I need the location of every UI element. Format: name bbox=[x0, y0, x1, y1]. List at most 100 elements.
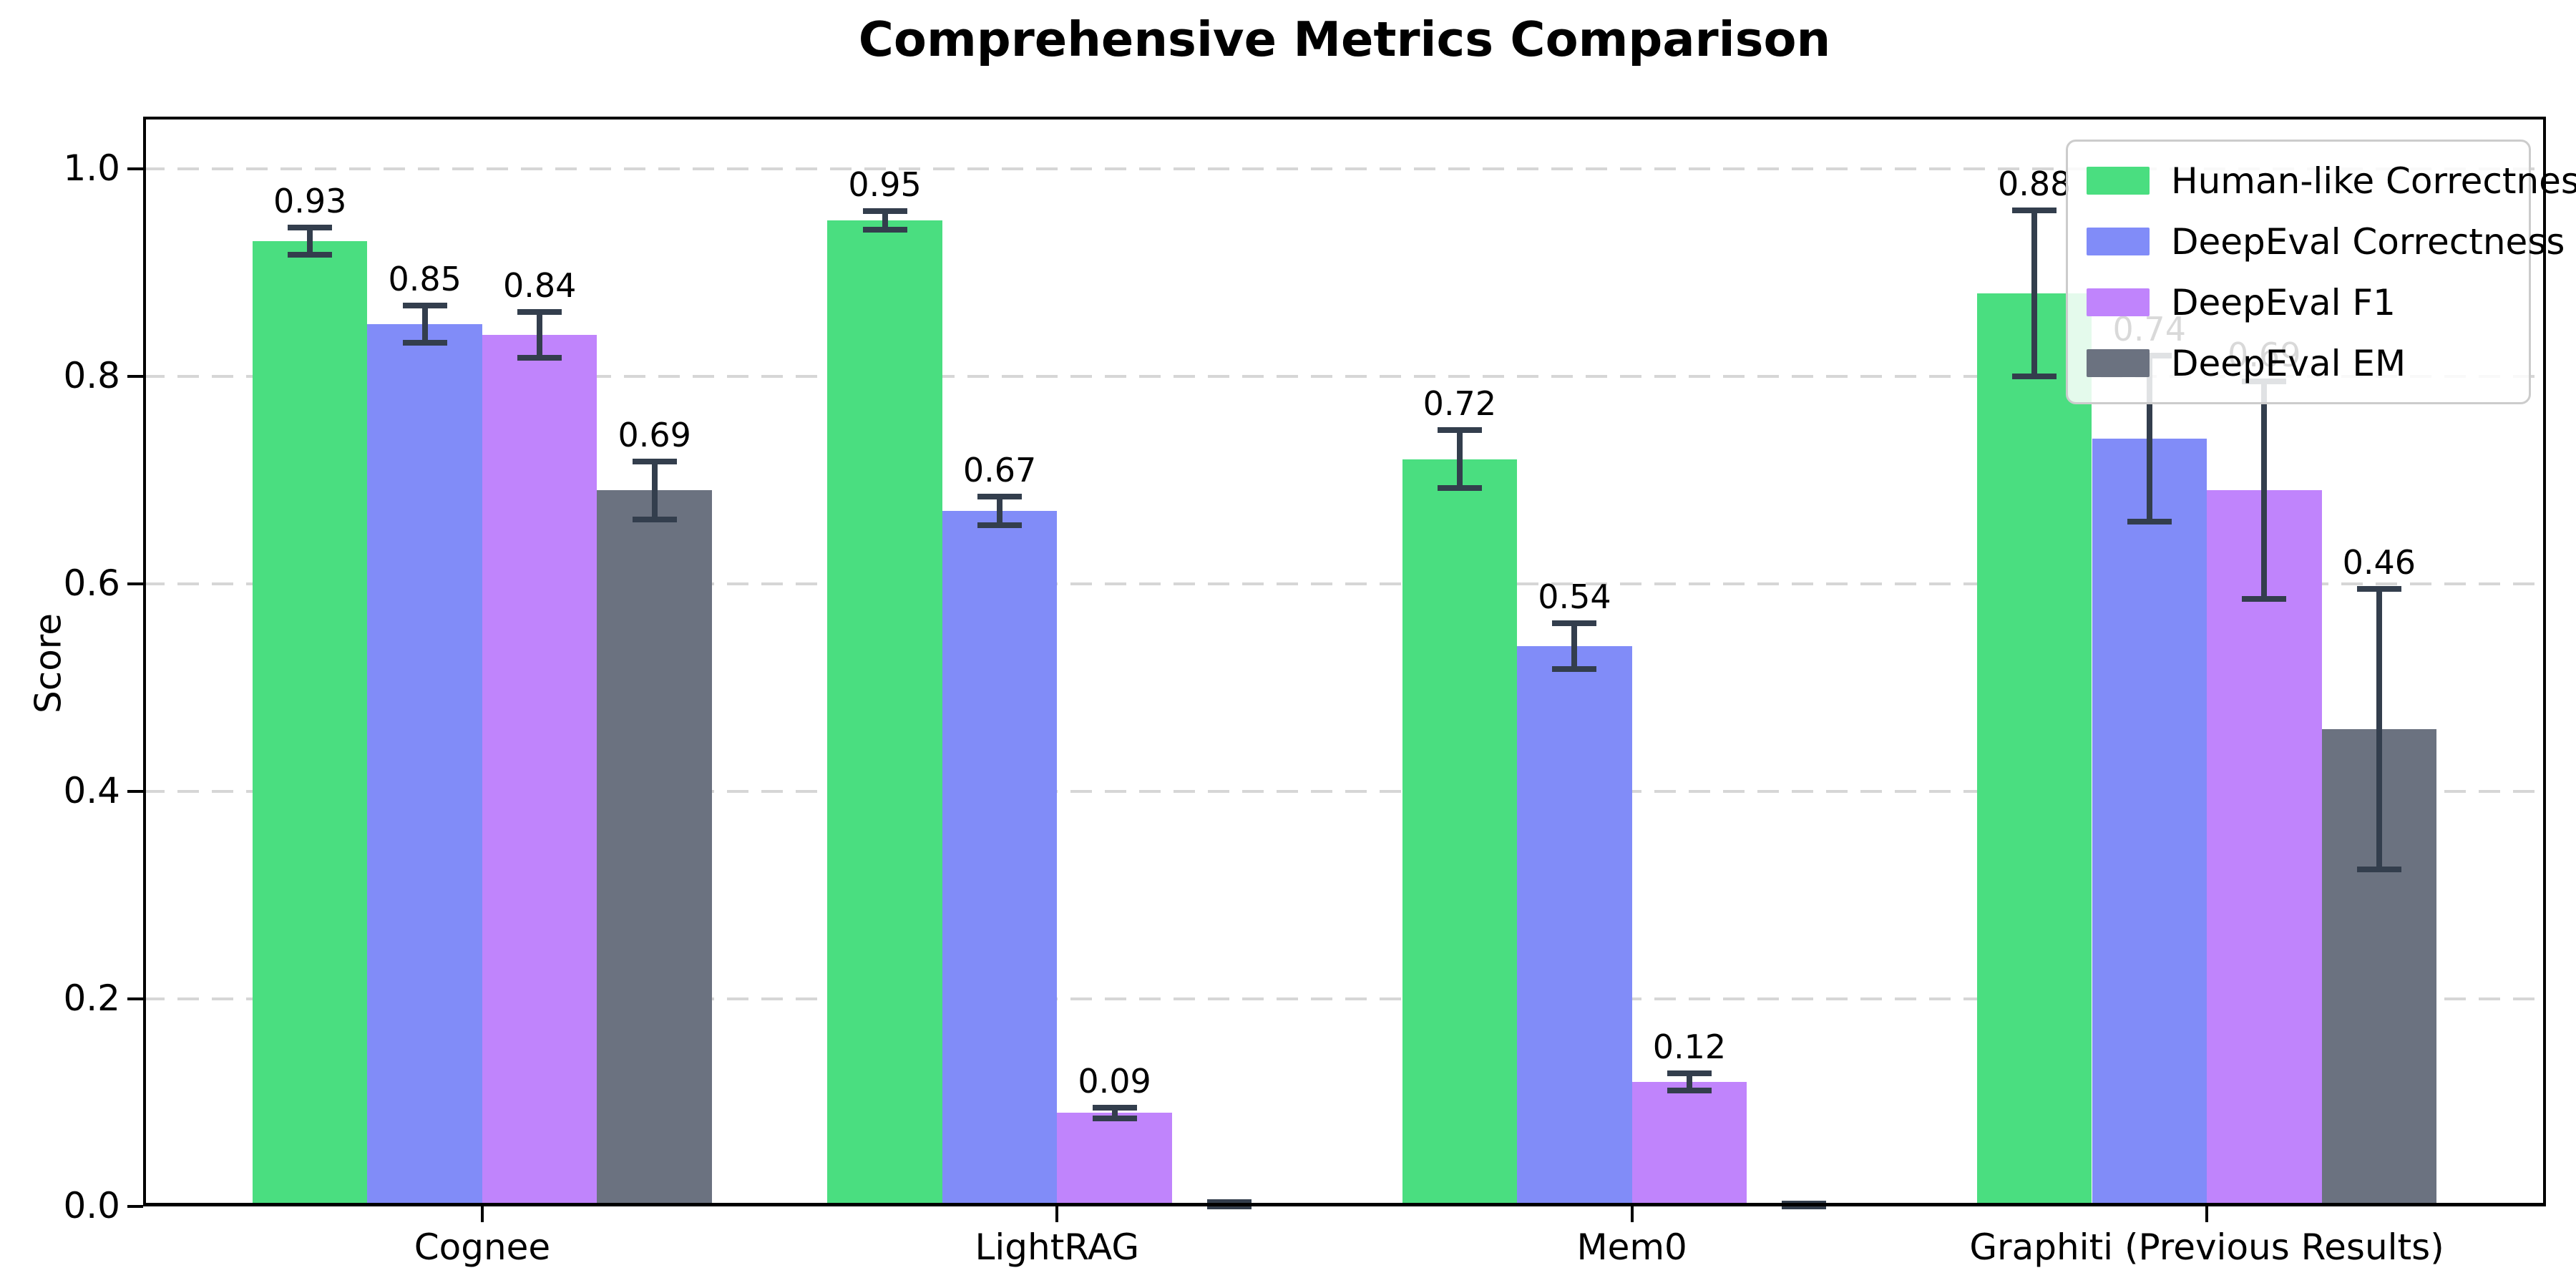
error-bar bbox=[2376, 588, 2382, 869]
bar-mem0-series-0 bbox=[1402, 459, 1518, 1206]
bar-graphiti-previous-results--series-0 bbox=[1976, 293, 2092, 1206]
error-bar-cap-bottom bbox=[977, 522, 1023, 529]
gridline-y-0.8 bbox=[143, 374, 2546, 378]
error-bar-cap-bottom bbox=[1552, 665, 1597, 672]
error-bar bbox=[537, 311, 543, 358]
error-bar-cap-top bbox=[1552, 620, 1597, 626]
x-tick-label: LightRAG bbox=[975, 1226, 1140, 1268]
bar-graphiti-previous-results--series-1 bbox=[2092, 438, 2207, 1206]
bar-value-label: 0.95 bbox=[848, 165, 922, 204]
error-bar-cap-bottom bbox=[632, 516, 677, 522]
error-bar bbox=[651, 461, 658, 519]
x-tick-label: Cognee bbox=[414, 1226, 551, 1268]
bar-cognee-series-2 bbox=[482, 334, 597, 1206]
error-bar-cap-top bbox=[862, 208, 907, 214]
x-tick-mark bbox=[480, 1206, 484, 1222]
gridline-y-0.2 bbox=[143, 997, 2546, 1000]
bar-cognee-series-3 bbox=[597, 490, 712, 1206]
error-bar bbox=[1111, 1108, 1118, 1118]
y-tick-mark bbox=[127, 1205, 143, 1208]
error-bar bbox=[307, 228, 313, 255]
bar-value-label: 0.67 bbox=[962, 450, 1037, 489]
error-bar-cap-bottom bbox=[862, 227, 907, 233]
y-axis-title: Score bbox=[27, 613, 69, 714]
bar-value-label: 0.88 bbox=[1998, 164, 2072, 203]
error-bar bbox=[997, 496, 1003, 526]
gridline-y-0.6 bbox=[143, 582, 2546, 585]
y-tick-mark bbox=[127, 582, 143, 585]
error-bar-cap-bottom bbox=[1437, 485, 1482, 492]
bar-graphiti-previous-results--series-2 bbox=[2207, 490, 2322, 1206]
error-bar-cap-bottom bbox=[1782, 1204, 1827, 1209]
error-bar bbox=[1571, 623, 1578, 669]
error-bar-cap-bottom bbox=[2012, 373, 2057, 379]
legend-item-0: Human-like Correctness bbox=[2087, 150, 2576, 211]
y-tick-label: 0.0 bbox=[63, 1185, 120, 1226]
bar-value-label: 0.69 bbox=[618, 415, 691, 454]
y-tick-mark bbox=[127, 374, 143, 378]
y-tick-label: 0.6 bbox=[63, 562, 120, 604]
y-tick-label: 1.0 bbox=[63, 147, 120, 189]
bar-value-label: 0.12 bbox=[1652, 1028, 1727, 1067]
y-tick-label: 0.2 bbox=[63, 977, 120, 1019]
error-bar-cap-top bbox=[402, 302, 447, 308]
y-tick-label: 0.4 bbox=[63, 769, 120, 811]
error-bar-cap-bottom bbox=[1092, 1115, 1137, 1121]
gridline-y-1.0 bbox=[143, 167, 2546, 170]
error-bar bbox=[2261, 381, 2268, 600]
bar-value-label: 0.09 bbox=[1078, 1062, 1151, 1101]
error-bar bbox=[1456, 430, 1463, 489]
bar-lightrag-series-2 bbox=[1057, 1113, 1172, 1206]
error-bar bbox=[1686, 1073, 1692, 1091]
y-tick-mark bbox=[127, 997, 143, 1000]
legend-swatch-icon bbox=[2087, 167, 2150, 195]
bar-mem0-series-1 bbox=[1517, 645, 1632, 1206]
error-bar-cap-bottom bbox=[517, 354, 562, 361]
legend-label: Human-like Correctness bbox=[2171, 160, 2576, 202]
error-bar-cap-top bbox=[1092, 1105, 1137, 1111]
legend-swatch-icon bbox=[2087, 288, 2150, 316]
bar-value-label: 0.72 bbox=[1423, 384, 1497, 424]
x-tick-mark bbox=[1055, 1206, 1059, 1222]
error-bar-cap-top bbox=[977, 493, 1023, 499]
y-tick-mark bbox=[127, 167, 143, 170]
error-bar-cap-top bbox=[517, 308, 562, 315]
legend-item-3: DeepEval EM bbox=[2087, 333, 2510, 394]
bar-value-label: 0.54 bbox=[1538, 577, 1611, 616]
bar-cognee-series-1 bbox=[367, 324, 482, 1206]
bar-value-label: 0.93 bbox=[273, 182, 347, 221]
legend-item-2: DeepEval F1 bbox=[2087, 272, 2510, 333]
legend: Human-like Correctness DeepEval Correctne… bbox=[2066, 140, 2576, 404]
error-bar bbox=[2146, 355, 2152, 522]
error-bar-cap-top bbox=[288, 225, 333, 231]
error-bar-cap-top bbox=[1437, 427, 1482, 434]
legend-label: DeepEval F1 bbox=[2171, 281, 2396, 323]
error-bar bbox=[421, 305, 428, 343]
error-bar bbox=[882, 210, 888, 230]
legend-label: DeepEval EM bbox=[2171, 342, 2406, 384]
gridline-y-0.4 bbox=[143, 789, 2546, 793]
error-bar-cap-top bbox=[1207, 1199, 1252, 1206]
bar-value-label: 0.84 bbox=[503, 265, 577, 305]
error-bar-cap-top bbox=[2356, 585, 2401, 592]
error-bar-cap-top bbox=[1667, 1070, 1712, 1077]
error-bar-cap-bottom bbox=[2127, 518, 2172, 525]
chart-title: Comprehensive Metrics Comparison bbox=[858, 11, 1831, 67]
error-bar-cap-bottom bbox=[2356, 866, 2401, 872]
legend-label: DeepEval Correctness bbox=[2171, 220, 2565, 263]
error-bar-cap-bottom bbox=[2242, 596, 2287, 602]
bar-mem0-series-2 bbox=[1631, 1081, 1747, 1206]
bar-value-label: 0.46 bbox=[2342, 542, 2416, 582]
error-bar-cap-bottom bbox=[1207, 1204, 1252, 1209]
legend-item-1: DeepEval Correctness bbox=[2087, 211, 2565, 272]
bar-lightrag-series-0 bbox=[827, 220, 942, 1206]
y-tick-mark bbox=[127, 789, 143, 793]
error-bar bbox=[2031, 210, 2038, 376]
error-bar-cap-top bbox=[2012, 207, 2057, 213]
y-tick-label: 0.8 bbox=[63, 354, 120, 396]
legend-swatch-icon bbox=[2087, 228, 2150, 255]
error-bar-cap-top bbox=[632, 458, 677, 464]
legend-swatch-icon bbox=[2087, 349, 2150, 377]
x-tick-label: Graphiti (Previous Results) bbox=[1969, 1226, 2444, 1268]
